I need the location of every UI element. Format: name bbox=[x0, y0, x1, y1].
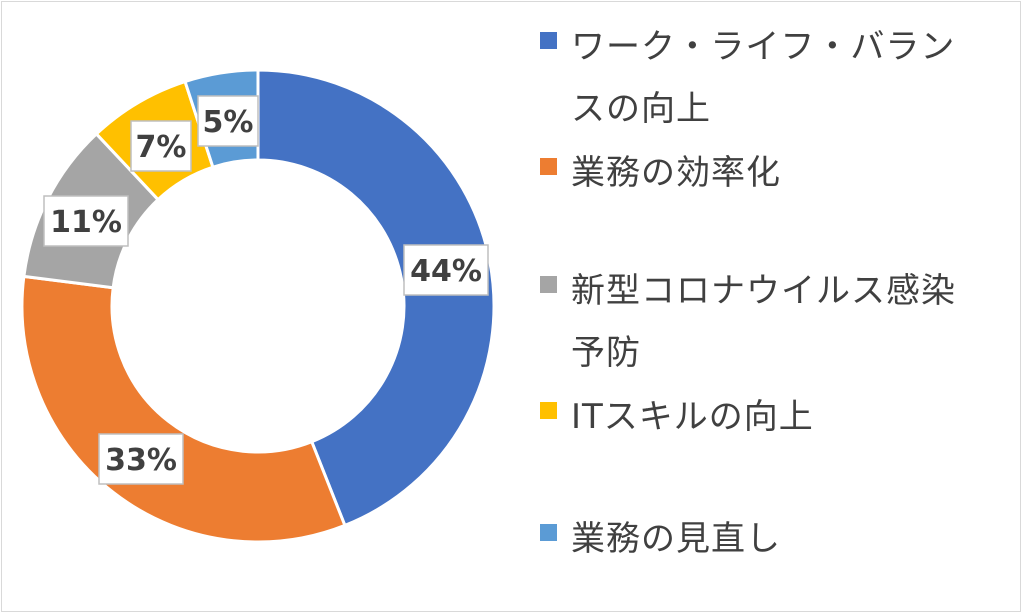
slice-label-it-skills: 7% bbox=[130, 120, 192, 172]
slice-labels: 44% 33% 11% 7% 5% bbox=[43, 95, 489, 485]
slice-label-box bbox=[130, 120, 192, 172]
slice-label-covid-prevention: 11% bbox=[43, 195, 129, 247]
legend-label-work-review: 業務の見直し bbox=[571, 519, 781, 559]
legend-item-work-review: 業務の見直し bbox=[540, 508, 1010, 570]
slice-label-efficiency: 33% bbox=[98, 433, 184, 485]
slice-label-box bbox=[403, 244, 489, 296]
legend-item-work-life-balance: ワーク・ライフ・バラン スの向上 bbox=[540, 16, 1010, 140]
slice-label-value: 33% bbox=[105, 443, 177, 478]
slice-label-work-review: 5% bbox=[197, 95, 259, 147]
legend-item-covid-prevention: 新型コロナウイルス感染 予防 bbox=[540, 260, 1010, 384]
legend-swatch-efficiency bbox=[540, 158, 557, 175]
legend-label-efficiency: 業務の効率化 bbox=[571, 153, 781, 193]
slice-label-value: 7% bbox=[136, 130, 187, 165]
slice-label-value: 11% bbox=[50, 205, 122, 240]
slice-label-box bbox=[43, 195, 129, 247]
legend-swatch-work-life-balance bbox=[540, 32, 557, 49]
slice-label-work-life-balance: 44% bbox=[403, 244, 489, 296]
legend-swatch-it-skills bbox=[540, 402, 557, 419]
slice-label-value: 5% bbox=[203, 105, 254, 140]
legend-swatch-covid-prevention bbox=[540, 276, 557, 293]
legend-label-covid-prevention: 新型コロナウイルス感染 予防 bbox=[571, 271, 956, 373]
slice-label-value: 44% bbox=[410, 254, 482, 289]
legend-label-work-life-balance: ワーク・ライフ・バラン スの向上 bbox=[571, 27, 956, 129]
slice-work-life-balance bbox=[256, 68, 496, 528]
legend-item-efficiency: 業務の効率化 bbox=[540, 142, 1010, 204]
slice-label-box bbox=[197, 95, 259, 147]
slice-label-box bbox=[98, 433, 184, 485]
legend-item-it-skills: ITスキルの向上 bbox=[540, 386, 1010, 448]
legend-label-it-skills: ITスキルの向上 bbox=[571, 397, 814, 437]
slice-efficiency bbox=[20, 274, 347, 544]
legend-swatch-work-review bbox=[540, 524, 557, 541]
